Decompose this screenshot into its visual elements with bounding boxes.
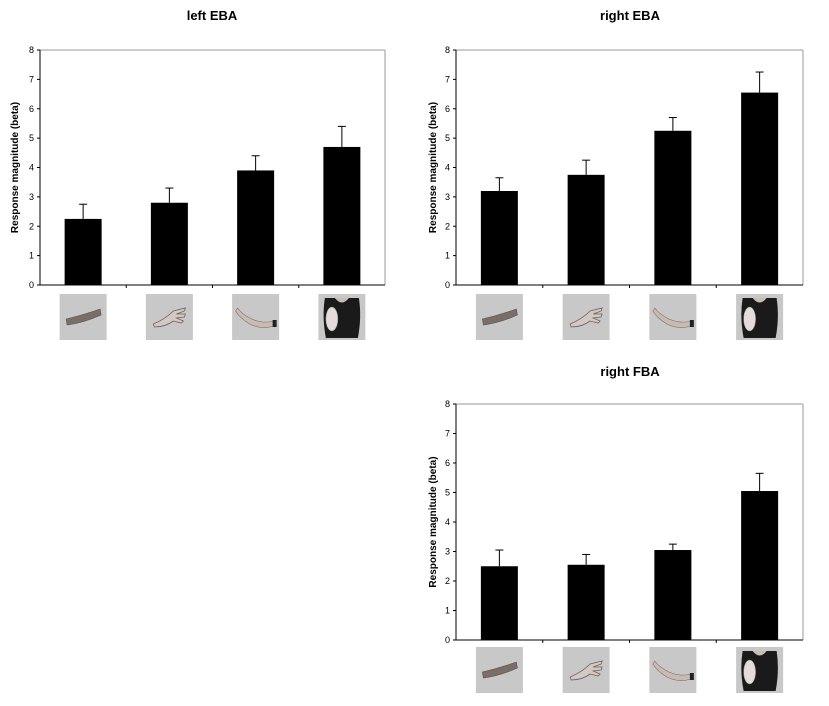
y-tick-label: 7 (445, 429, 450, 439)
bar-hand (567, 564, 605, 640)
bar-hand (567, 174, 605, 285)
thumbnail-arm (649, 294, 697, 340)
y-tick-label: 2 (445, 221, 450, 231)
thumbnail-forearm (475, 647, 523, 693)
forearm-picture (482, 308, 518, 326)
y-tick-label: 4 (29, 163, 34, 173)
bar-arm (654, 550, 692, 640)
sleeve-shape (689, 320, 694, 327)
y-tick-label: 1 (445, 251, 450, 261)
chart-title: right EBA (600, 8, 661, 23)
y-tick-label: 8 (445, 399, 450, 409)
y-tick-label: 4 (445, 163, 450, 173)
neck-shape (752, 651, 767, 656)
y-tick-label: 2 (445, 576, 450, 586)
y-tick-label: 7 (445, 74, 450, 84)
y-tick-label: 3 (29, 192, 34, 202)
y-tick-label: 1 (29, 251, 34, 261)
y-tick-label: 6 (445, 104, 450, 114)
bar-torso (741, 92, 779, 285)
thumbnail-forearm (59, 294, 107, 340)
y-tick-label: 0 (445, 635, 450, 645)
thumbnail-forearm (475, 294, 523, 340)
thumbnail-arm (232, 294, 280, 340)
chart-title: right FBA (600, 364, 660, 379)
bar-forearm (480, 566, 518, 640)
forearm-picture (482, 661, 518, 679)
thumbnail-background (649, 294, 697, 340)
thumbnail-torso (736, 647, 784, 693)
y-tick-label: 5 (29, 133, 34, 143)
sleeve-shape (689, 673, 694, 680)
y-tick-label: 6 (29, 104, 34, 114)
thumbnail-hand (145, 294, 193, 340)
chart-title: left EBA (187, 8, 238, 23)
neck-shape (334, 298, 349, 303)
bar-arm (237, 170, 275, 285)
thumbnail-torso (736, 294, 784, 340)
neck-shape (752, 298, 767, 303)
bar-forearm (64, 218, 102, 285)
y-tick-label: 2 (29, 221, 34, 231)
y-axis-label: Response magnitude (beta) (10, 102, 21, 233)
y-tick-label: 8 (445, 45, 450, 55)
arm-shape (743, 659, 756, 685)
thumbnail-hand (562, 294, 610, 340)
thumbnail-background (649, 647, 697, 693)
chart-panel-2: right EBA Response magnitude (beta) 0 1 2 3 4 5… (428, 8, 804, 340)
thumbnail-hand (562, 647, 610, 693)
forearm-picture (65, 308, 102, 326)
y-tick-label: 0 (29, 280, 34, 290)
y-tick-label: 0 (445, 280, 450, 290)
bar-hand (150, 202, 188, 285)
y-tick-label: 7 (29, 74, 34, 84)
chart-panel-3: right FBA Response magnitude (beta) 0 1 2 3 4 5… (428, 364, 804, 693)
thumbnail-arm (649, 647, 697, 693)
bar-arm (654, 130, 692, 285)
y-tick-label: 4 (445, 517, 450, 527)
y-tick-label: 3 (445, 547, 450, 557)
thumbnail-background (232, 294, 280, 340)
y-tick-label: 3 (445, 192, 450, 202)
bar-torso (323, 146, 361, 285)
hand-picture (569, 307, 603, 328)
y-tick-label: 8 (29, 45, 34, 55)
thumbnail-torso (318, 294, 366, 340)
arm-shape (743, 306, 756, 332)
bar-torso (741, 491, 779, 640)
hand-picture (569, 660, 603, 681)
y-axis-label: Response magnitude (beta) (428, 102, 439, 233)
y-tick-label: 1 (445, 606, 450, 616)
bar-forearm (480, 191, 518, 285)
y-tick-label: 5 (445, 488, 450, 498)
y-tick-label: 5 (445, 133, 450, 143)
y-axis-label: Response magnitude (beta) (428, 456, 439, 587)
chart-panel-1: left EBA Response magnitude (beta) 0 1 2 3 4 5 6… (10, 8, 386, 340)
arm-shape (325, 306, 339, 332)
sleeve-shape (272, 320, 277, 327)
y-tick-label: 6 (445, 458, 450, 468)
hand-picture (152, 307, 186, 328)
